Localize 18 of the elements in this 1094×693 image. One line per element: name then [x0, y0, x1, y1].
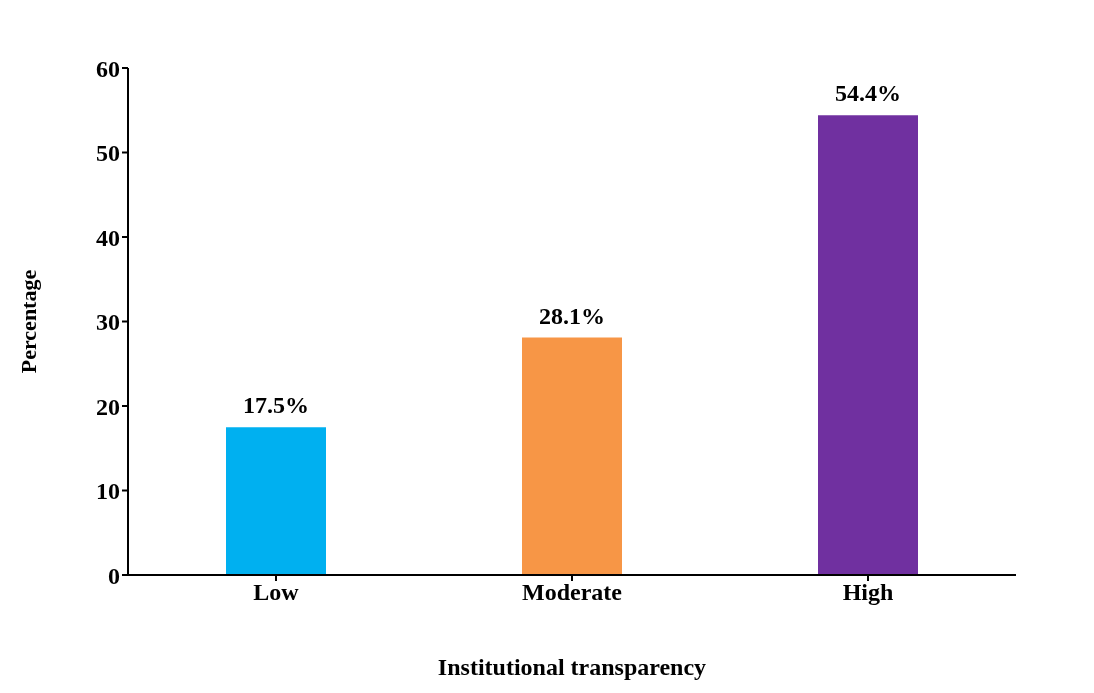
- y-tick-label: 20: [96, 393, 120, 420]
- x-tick-label: Moderate: [522, 579, 623, 606]
- bar: [522, 337, 622, 575]
- data-label: 17.5%: [243, 392, 309, 419]
- data-label: 54.4%: [835, 80, 901, 107]
- bar: [226, 427, 326, 575]
- bar: [818, 115, 918, 575]
- y-tick-label: 50: [96, 140, 120, 167]
- data-label: 28.1%: [539, 302, 605, 329]
- y-tick-label: 40: [96, 224, 120, 251]
- x-tick-label: High: [842, 579, 894, 606]
- y-tick-label: 10: [96, 478, 120, 505]
- y-tick-label: 60: [96, 55, 120, 82]
- x-axis-title: Institutional transparency: [437, 654, 707, 680]
- y-axis-title: Percentage: [15, 269, 41, 374]
- x-tick-label: Low: [253, 579, 300, 606]
- y-tick-label: 30: [96, 309, 120, 336]
- y-tick-label: 0: [108, 562, 120, 589]
